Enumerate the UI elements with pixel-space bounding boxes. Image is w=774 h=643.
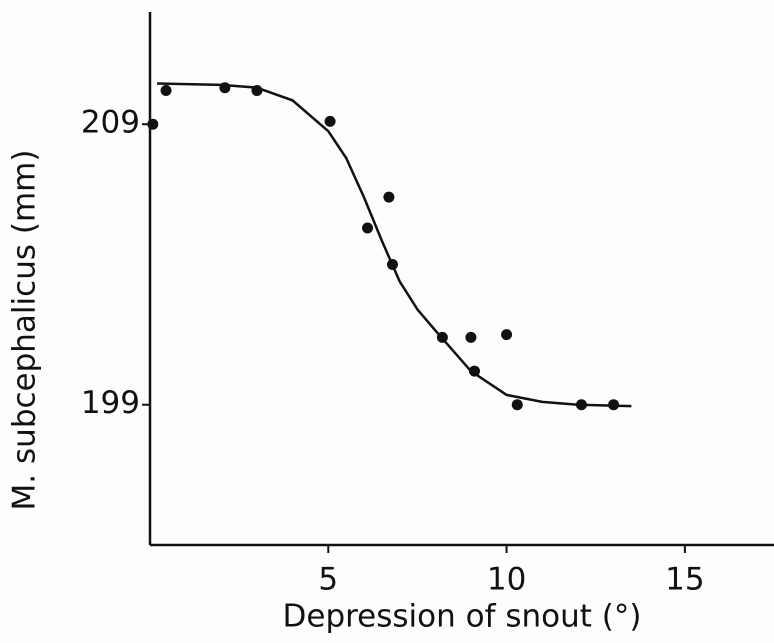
fitted-curve	[157, 82, 632, 408]
data-point	[386, 258, 398, 270]
y-axis-label: M. subcephalicus (mm)	[7, 150, 43, 511]
data-point	[147, 118, 159, 130]
data-point	[465, 331, 477, 343]
data-point	[324, 115, 336, 127]
y-tick-label: 209	[81, 105, 140, 141]
data-point	[436, 331, 448, 343]
data-point	[160, 85, 172, 97]
data-point	[501, 329, 513, 341]
x-tick-label: 15	[665, 562, 704, 598]
data-point	[468, 365, 480, 377]
y-tick-label: 199	[81, 385, 140, 421]
data-point	[219, 82, 231, 94]
x-axis-label: Depression of snout (°)	[283, 599, 642, 635]
data-point	[511, 399, 523, 411]
data-point	[383, 191, 395, 203]
data-point	[251, 85, 263, 97]
data-point	[362, 222, 374, 234]
data-point	[608, 399, 620, 411]
x-tick-label: 5	[318, 562, 338, 598]
x-tick-label: 10	[487, 562, 526, 598]
data-point	[575, 399, 587, 411]
